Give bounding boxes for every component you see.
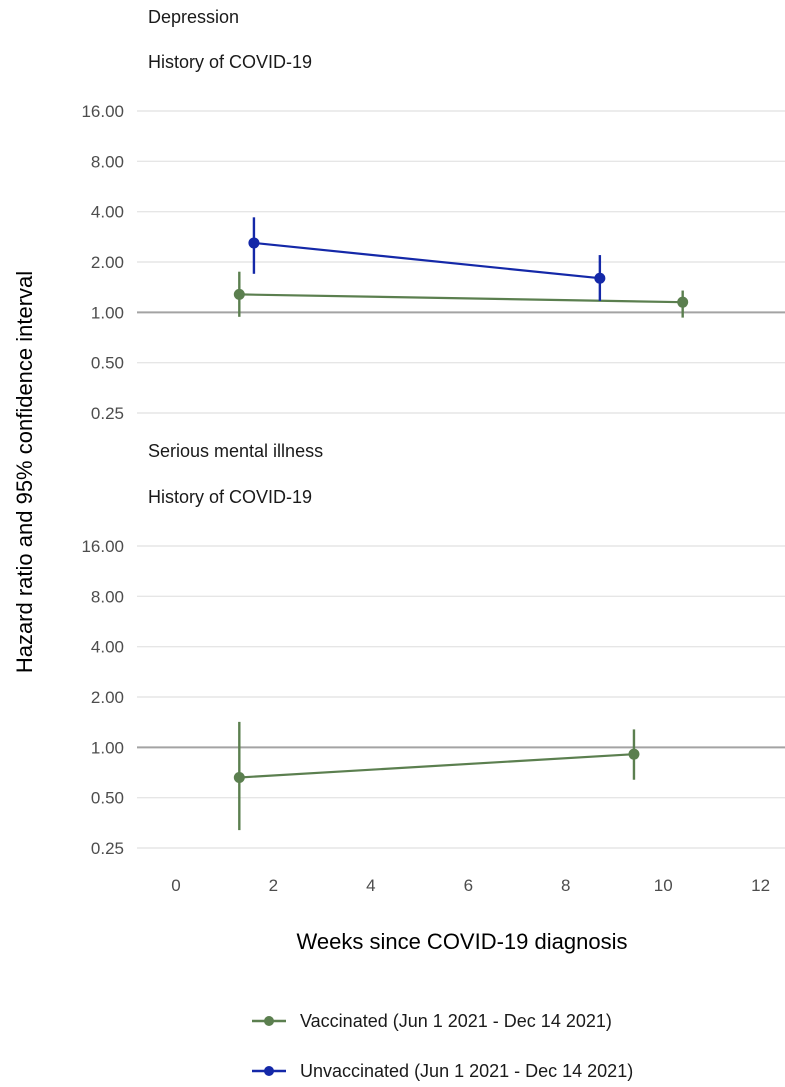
y-tick-label: 1.00 — [91, 303, 124, 322]
data-point — [628, 748, 640, 760]
legend-label: Vaccinated (Jun 1 2021 - Dec 14 2021) — [300, 1011, 612, 1031]
x-tick-label: 10 — [654, 876, 673, 895]
x-tick-label: 2 — [269, 876, 278, 895]
y-tick-label: 16.00 — [81, 537, 124, 556]
y-tick-label: 2.00 — [91, 253, 124, 272]
series-line — [253, 241, 600, 280]
panel-depression: Depression History of COVID-19 0.25 0.50 1.0… — [81, 7, 785, 423]
legend-key-dot — [264, 1066, 274, 1076]
y-tick-label: 4.00 — [91, 203, 124, 222]
data-point — [233, 288, 245, 300]
data-point — [677, 296, 689, 308]
x-tick-label: 4 — [366, 876, 375, 895]
y-tick-label: 8.00 — [91, 587, 124, 606]
y-tick-label: 16.00 — [81, 102, 124, 121]
y-tick-label: 8.00 — [91, 152, 124, 171]
panel-title: Serious mental illness — [148, 441, 323, 461]
panel-title: Depression — [148, 7, 239, 27]
y-tick-label: 2.00 — [91, 688, 124, 707]
series-line — [239, 293, 683, 304]
y-tick-label: 0.25 — [91, 839, 124, 858]
series-line — [239, 753, 635, 779]
data-point — [248, 237, 260, 249]
legend-key-dot — [264, 1016, 274, 1026]
y-tick-label: 4.00 — [91, 638, 124, 657]
data-point — [233, 772, 245, 784]
x-axis-title: Weeks since COVID-19 diagnosis — [297, 929, 628, 954]
x-axis-ticks: 0 2 4 6 8 10 12 — [171, 876, 770, 895]
x-tick-label: 0 — [171, 876, 180, 895]
y-axis-title: Hazard ratio and 95% confidence interval — [12, 271, 37, 673]
x-tick-label: 8 — [561, 876, 570, 895]
y-tick-label: 0.50 — [91, 354, 124, 373]
x-tick-label: 6 — [464, 876, 473, 895]
x-tick-label: 12 — [751, 876, 770, 895]
y-tick-label: 1.00 — [91, 738, 124, 757]
legend-label: Unvaccinated (Jun 1 2021 - Dec 14 2021) — [300, 1061, 633, 1081]
panel-subtitle: History of COVID-19 — [148, 52, 312, 72]
panel-subtitle: History of COVID-19 — [148, 487, 312, 507]
y-tick-label: 0.50 — [91, 789, 124, 808]
y-tick-label: 0.25 — [91, 404, 124, 423]
panel-serious-mental-illness: Serious mental illness History of COVID-1… — [81, 441, 785, 858]
data-point — [594, 272, 606, 284]
legend: Vaccinated (Jun 1 2021 - Dec 14 2021) Unv… — [252, 1011, 633, 1081]
